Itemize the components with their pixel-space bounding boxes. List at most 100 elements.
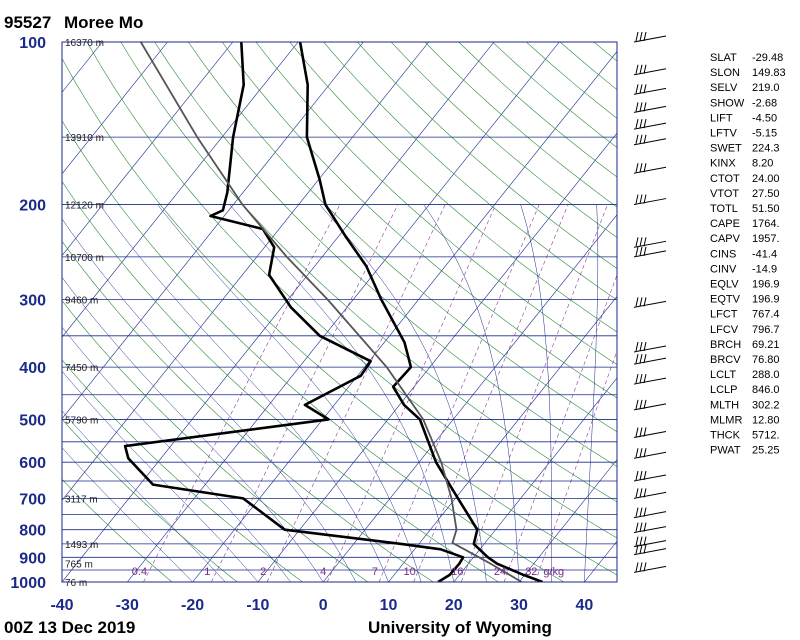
pressure-tick-label: 400 [19, 360, 46, 377]
barb-staff [633, 357, 667, 365]
barb-flag [639, 102, 643, 112]
mixing-ratio-line [378, 204, 540, 582]
temperature-tick-label: -10 [246, 597, 269, 614]
temperature-axis: -40 -30 -20 -10 0 10 20 30 40 [50, 597, 593, 614]
index-value: 25.25 [752, 445, 780, 457]
station-name: Moree Mo [64, 13, 143, 32]
height-label: 7450 m [65, 363, 98, 374]
barb-flag [643, 507, 647, 517]
barb-flag [635, 522, 639, 532]
barb-flag [635, 246, 639, 256]
index-key: CAPE [710, 218, 740, 230]
index-key: LFTV [710, 128, 738, 140]
wind-barb-icon [633, 31, 667, 43]
barb-flag [639, 31, 643, 42]
moist-adiabat-line [319, 204, 487, 582]
barb-flag [639, 134, 643, 144]
index-key: SHOW [710, 97, 745, 109]
wind-barb-icon [633, 544, 667, 556]
mixing-ratio-line [503, 274, 617, 582]
index-value: 27.50 [752, 188, 780, 200]
wind-barb-icon [633, 194, 667, 206]
moist-adiabat-line [423, 204, 520, 582]
barb-flag [635, 562, 639, 572]
barb-flag [639, 119, 643, 129]
height-label: 76 m [65, 578, 87, 589]
wind-barb-icon [633, 163, 667, 174]
barb-flag [643, 119, 647, 129]
wind-barb-icon [633, 536, 667, 548]
barb-flag [639, 237, 643, 247]
moist-adiabat-line [62, 276, 324, 582]
barb-flag [639, 373, 643, 384]
barb-flag [635, 31, 639, 42]
barb-staff [633, 240, 667, 248]
barb-staff [633, 122, 667, 130]
barb-flag [635, 84, 639, 94]
mixing-ratio-line [143, 204, 341, 582]
index-key: BRCV [710, 354, 741, 366]
barb-staff [633, 377, 667, 385]
index-value: -14.9 [752, 263, 777, 275]
dry-adiabat-line [62, 300, 369, 582]
index-key: LFCT [710, 309, 738, 321]
barb-staff [633, 451, 667, 459]
barb-flag [643, 237, 647, 247]
wind-barb-icon [633, 562, 667, 573]
wind-barb-icon [633, 237, 667, 248]
barb-flag [639, 488, 643, 498]
index-value: 302.2 [752, 399, 780, 411]
height-label: 10700 m [65, 253, 104, 264]
index-key: KINX [710, 158, 736, 170]
barb-flag [643, 427, 647, 437]
barb-flag [643, 84, 647, 94]
barb-staff [633, 87, 667, 95]
temperature-tick-label: 0 [319, 597, 328, 614]
index-key: CINS [710, 248, 736, 260]
pressure-tick-label: 700 [19, 491, 46, 508]
isotherm-line [62, 42, 299, 338]
wind-barb-icon [633, 64, 667, 76]
index-value: 196.9 [752, 279, 780, 291]
barb-staff [633, 198, 667, 206]
mixing-ratio-line [460, 204, 608, 582]
barb-flag [643, 470, 647, 481]
dry-adiabat-line [424, 42, 617, 208]
barb-flag [635, 134, 639, 144]
index-key: CAPV [710, 233, 741, 245]
dry-adiabat-lines [62, 42, 617, 582]
barb-flag [643, 31, 647, 42]
temperature-tick-label: 20 [445, 597, 463, 614]
sounding-time: 00Z 13 Dec 2019 [4, 618, 135, 637]
barb-flag [639, 64, 643, 74]
barb-flag [635, 399, 639, 409]
barb-staff [633, 345, 667, 353]
barb-flag [635, 237, 639, 247]
barb-flag [639, 297, 643, 307]
barb-staff [633, 138, 667, 146]
barb-flag [635, 470, 639, 481]
barb-flag [643, 297, 647, 307]
barb-flag [643, 448, 647, 458]
index-key: SLAT [710, 52, 737, 64]
barb-staff [633, 565, 667, 573]
isotherm-line [127, 42, 560, 582]
barb-flag [643, 522, 647, 532]
mixing-ratio-label: 16 [451, 566, 463, 578]
index-key: MLMR [710, 414, 742, 426]
barb-staff [633, 540, 667, 548]
wind-barb-icon [633, 522, 667, 534]
barb-flag [639, 536, 643, 546]
mixing-ratio-line [535, 349, 617, 582]
barb-flag [635, 448, 639, 458]
pressure-tick-label: 100 [19, 35, 46, 52]
isotherm-line [518, 459, 617, 582]
dewpoint-trace [123, 42, 465, 582]
barb-flag [643, 102, 647, 112]
isotherm-line [322, 214, 617, 582]
barb-staff [633, 300, 667, 308]
temperature-tick-label: -30 [116, 597, 139, 614]
dry-adiabat-line [120, 42, 617, 503]
wind-barb-icon [633, 488, 667, 499]
index-key: PWAT [710, 445, 741, 457]
